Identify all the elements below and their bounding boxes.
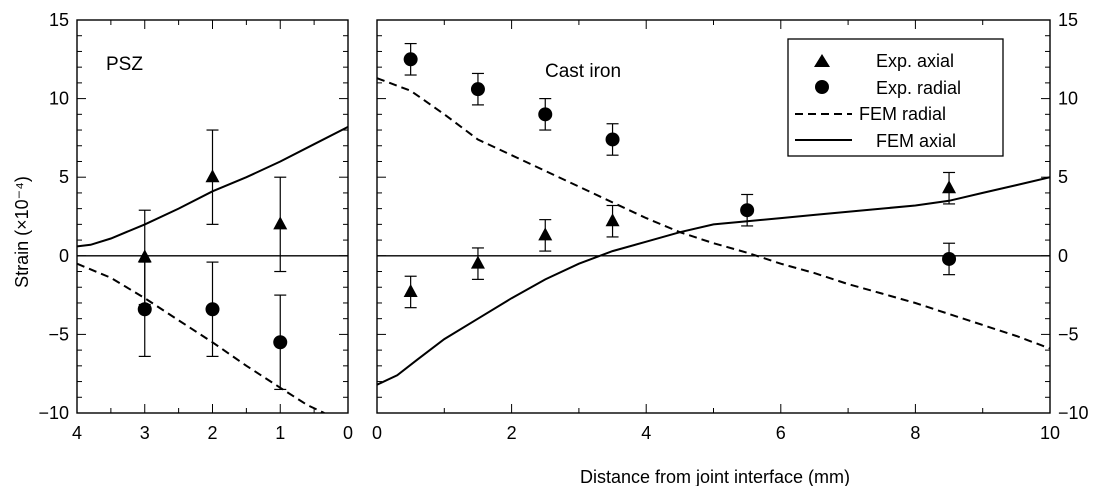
legend-item-fem-radial: FEM radial	[795, 104, 946, 124]
legend-item-exp-radial: Exp. radial	[815, 78, 961, 98]
psz-exp-axial-point	[205, 169, 220, 183]
y-tick-label-right: −5	[1058, 324, 1079, 344]
cast-iron-fem-radial-line	[377, 77, 1050, 350]
y-tick-label-left: 10	[49, 89, 69, 109]
panel-label-cast-iron: Cast iron	[545, 61, 621, 82]
psz-x-tick-label: 0	[343, 423, 353, 443]
cast-iron-exp-radial-point	[538, 107, 553, 122]
legend-label-exp-radial: Exp. radial	[876, 78, 961, 98]
cast-iron-exp-axial-point	[470, 255, 485, 269]
y-tick-label-left: 5	[59, 167, 69, 187]
cast-iron-x-tick-label: 8	[910, 423, 920, 443]
psz-exp-axial-point	[273, 216, 288, 230]
cast-iron-exp-axial-point	[942, 180, 957, 194]
y-tick-label-right: 10	[1058, 89, 1078, 109]
cast-iron-exp-radial-point	[403, 52, 418, 67]
legend-triangle-marker	[814, 54, 830, 67]
y-tick-label-left: 15	[49, 10, 69, 30]
x-axis-label: Distance from joint interface (mm)	[580, 467, 850, 486]
psz-x-tick-label: 1	[275, 423, 285, 443]
legend-item-exp-axial: Exp. axial	[814, 51, 954, 71]
y-tick-label-left: −5	[48, 324, 69, 344]
psz-x-tick-label: 2	[207, 423, 217, 443]
cast-iron-x-tick-label: 2	[507, 423, 517, 443]
y-tick-label-right: 5	[1058, 167, 1068, 187]
y-tick-label-right: 15	[1058, 10, 1078, 30]
y-tick-label-right: −10	[1058, 403, 1089, 423]
psz-x-tick-label: 3	[140, 423, 150, 443]
cast-iron-x-tick-label: 0	[372, 423, 382, 443]
cast-iron-fem-axial-line	[377, 176, 1050, 386]
cast-iron-x-tick-label: 4	[641, 423, 651, 443]
cast-iron-x-tick-label: 6	[776, 423, 786, 443]
cast-iron-panel: −10 −5 0 5 10 15 0 2 4 6 8 10	[372, 10, 1089, 443]
panel-label-psz: PSZ	[106, 54, 143, 75]
y-tick-label-left: −10	[38, 403, 69, 423]
psz-x-tick-label: 4	[72, 423, 82, 443]
legend-label-fem-radial: FEM radial	[859, 104, 946, 124]
psz-exp-radial-point	[273, 335, 288, 350]
cast-iron-x-tick-label: 10	[1040, 423, 1060, 443]
cast-iron-exp-radial-point	[740, 203, 755, 218]
cast-iron-exp-axial-point	[403, 283, 418, 297]
legend: Exp. axial Exp. radial FEM radial FEM ax…	[787, 38, 1004, 157]
cast-iron-exp-axial-point	[605, 213, 620, 227]
psz-fem-radial-line	[77, 262, 325, 413]
cast-iron-exp-radial-point	[942, 251, 957, 266]
y-tick-label-right: 0	[1058, 246, 1068, 266]
cast-iron-exp-radial-point	[470, 82, 485, 97]
legend-label-fem-axial: FEM axial	[876, 131, 956, 151]
psz-exp-radial-point	[137, 302, 152, 317]
legend-item-fem-axial: FEM axial	[795, 131, 956, 151]
cast-iron-exp-radial-point	[605, 132, 620, 147]
legend-label-exp-axial: Exp. axial	[876, 51, 954, 71]
legend-circle-marker	[815, 80, 829, 94]
psz-exp-axial-point	[137, 249, 152, 263]
y-tick-label-left: 0	[59, 246, 69, 266]
y-axis-label: Strain (×10⁻⁴)	[12, 176, 32, 288]
psz-exp-radial-point	[205, 302, 220, 317]
psz-fem-axial-line	[77, 126, 348, 248]
cast-iron-exp-axial-point	[538, 227, 553, 241]
